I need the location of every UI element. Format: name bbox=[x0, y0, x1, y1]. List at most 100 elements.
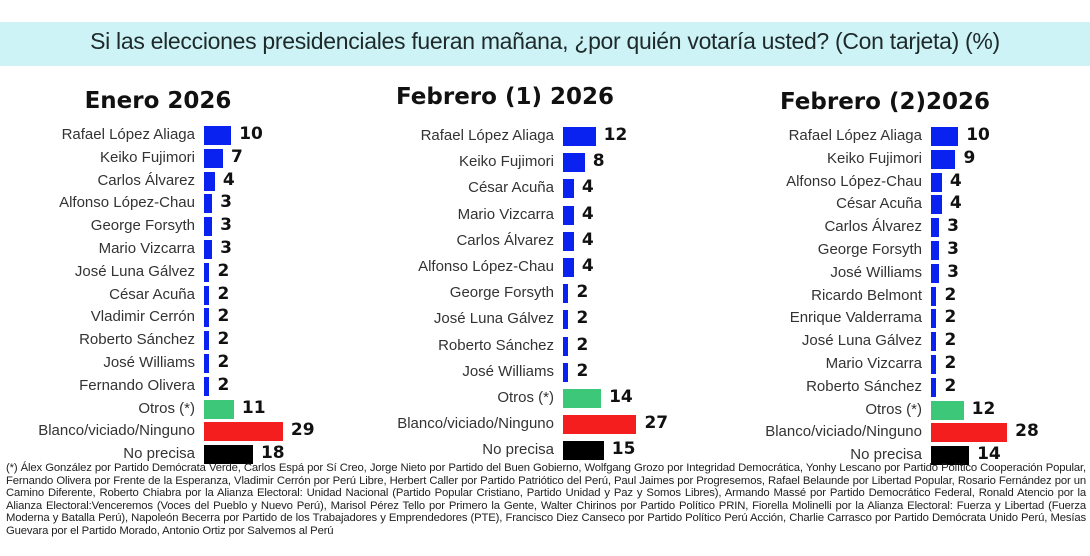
bar bbox=[931, 241, 940, 260]
bar bbox=[563, 415, 637, 435]
data-label: 3 bbox=[220, 215, 232, 236]
bar bbox=[204, 399, 234, 419]
data-label: 11 bbox=[241, 397, 266, 418]
bar bbox=[204, 148, 224, 168]
category-label: Otros (*) bbox=[138, 399, 195, 417]
bar bbox=[931, 423, 1008, 443]
bar bbox=[931, 377, 937, 397]
data-label: 14 bbox=[977, 444, 1001, 465]
category-label: Mario Vizcarra bbox=[825, 355, 922, 372]
bar bbox=[563, 231, 574, 251]
bar bbox=[204, 354, 210, 373]
data-label: 12 bbox=[603, 125, 628, 145]
data-label: 2 bbox=[944, 353, 957, 373]
chart-title: Febrero (1) 2026 bbox=[396, 84, 614, 110]
bar bbox=[931, 263, 940, 283]
category-label: No precisa bbox=[850, 446, 922, 464]
category-label: José Williams bbox=[103, 354, 195, 371]
data-label: 28 bbox=[1015, 421, 1039, 442]
category-label: Keiko Fujimori bbox=[458, 153, 554, 171]
bar bbox=[204, 194, 213, 214]
category-label: Alfonso López-Chau bbox=[59, 194, 195, 212]
category-label: Carlos Álvarez bbox=[824, 218, 922, 236]
data-label: 14 bbox=[609, 387, 633, 407]
data-label: 3 bbox=[220, 192, 232, 213]
data-label: 4 bbox=[581, 229, 594, 250]
chart-title: Febrero (2)2026 bbox=[780, 89, 990, 115]
category-label: Keiko Fujimori bbox=[99, 148, 195, 166]
bar bbox=[204, 285, 210, 305]
bar bbox=[204, 445, 253, 465]
category-label: Mario Vizcarra bbox=[98, 240, 195, 257]
bar bbox=[563, 284, 569, 304]
data-label: 4 bbox=[581, 177, 594, 198]
category-label: Alfonso López-Chau bbox=[786, 172, 922, 190]
category-label: Roberto Sánchez bbox=[806, 377, 922, 395]
category-label: No precisa bbox=[123, 445, 195, 463]
data-label: 2 bbox=[944, 330, 957, 351]
data-label: 4 bbox=[222, 169, 235, 190]
bar bbox=[931, 127, 959, 146]
category-label: César Acuña bbox=[109, 285, 195, 303]
header-band: Si las elecciones presidenciales fueran … bbox=[0, 22, 1090, 66]
bar bbox=[563, 127, 596, 146]
bar bbox=[563, 179, 574, 199]
category-label: José Luna Gálvez bbox=[801, 332, 922, 350]
page-title: Si las elecciones presidenciales fueran … bbox=[90, 28, 1000, 54]
data-label: 2 bbox=[217, 283, 230, 304]
category-label: César Acuña bbox=[468, 179, 554, 197]
data-label: 2 bbox=[217, 329, 230, 350]
bar bbox=[204, 262, 210, 282]
chart-title: Enero 2026 bbox=[84, 88, 232, 114]
bar bbox=[563, 336, 569, 356]
category-label: Blanco/viciado/Ninguno bbox=[38, 422, 195, 440]
category-label: George Forsyth bbox=[449, 284, 554, 302]
bar bbox=[204, 376, 210, 396]
category-label: George Forsyth bbox=[90, 217, 195, 235]
category-label: Blanco/viciado/Ninguno bbox=[765, 423, 922, 441]
data-label: 2 bbox=[576, 334, 589, 355]
bar bbox=[563, 389, 602, 408]
bar bbox=[563, 205, 574, 225]
category-label: Rafael López Aliaga bbox=[788, 127, 922, 144]
data-label: 4 bbox=[581, 203, 594, 224]
category-label: Vladimir Cerrón bbox=[90, 308, 195, 326]
bar bbox=[204, 217, 213, 237]
bar bbox=[204, 240, 213, 259]
category-label: Blanco/viciado/Ninguno bbox=[397, 415, 554, 433]
data-label: 27 bbox=[644, 413, 669, 434]
bar bbox=[931, 355, 937, 374]
data-label: 3 bbox=[947, 216, 959, 237]
data-label: 15 bbox=[611, 439, 636, 460]
data-label: 2 bbox=[576, 360, 589, 381]
bar bbox=[931, 218, 940, 238]
bar bbox=[931, 446, 970, 466]
bar bbox=[563, 258, 574, 277]
data-label: 29 bbox=[290, 420, 315, 441]
data-label: 2 bbox=[944, 375, 957, 396]
data-label: 4 bbox=[949, 170, 962, 191]
category-label: Otros (*) bbox=[865, 400, 922, 418]
category-label: George Forsyth bbox=[817, 241, 922, 258]
data-label: 3 bbox=[947, 239, 959, 259]
data-label: 2 bbox=[217, 352, 230, 372]
data-label: 18 bbox=[260, 443, 285, 464]
data-label: 2 bbox=[944, 307, 957, 328]
bar bbox=[931, 309, 937, 329]
data-label: 8 bbox=[592, 151, 605, 172]
category-label: Mario Vizcarra bbox=[457, 205, 554, 223]
bar bbox=[931, 400, 964, 420]
bar bbox=[563, 362, 569, 382]
category-label: Carlos Álvarez bbox=[456, 231, 554, 249]
data-label: 7 bbox=[231, 146, 243, 167]
category-label: Roberto Sánchez bbox=[79, 331, 195, 349]
category-label: Carlos Álvarez bbox=[97, 171, 195, 189]
data-label: 10 bbox=[239, 124, 263, 144]
data-label: 3 bbox=[220, 238, 232, 258]
bar bbox=[931, 286, 937, 306]
category-label: Fernando Olivera bbox=[79, 376, 195, 394]
category-label: Roberto Sánchez bbox=[438, 336, 554, 354]
data-label: 2 bbox=[576, 308, 589, 329]
bar bbox=[931, 195, 942, 215]
data-label: 4 bbox=[581, 256, 594, 276]
